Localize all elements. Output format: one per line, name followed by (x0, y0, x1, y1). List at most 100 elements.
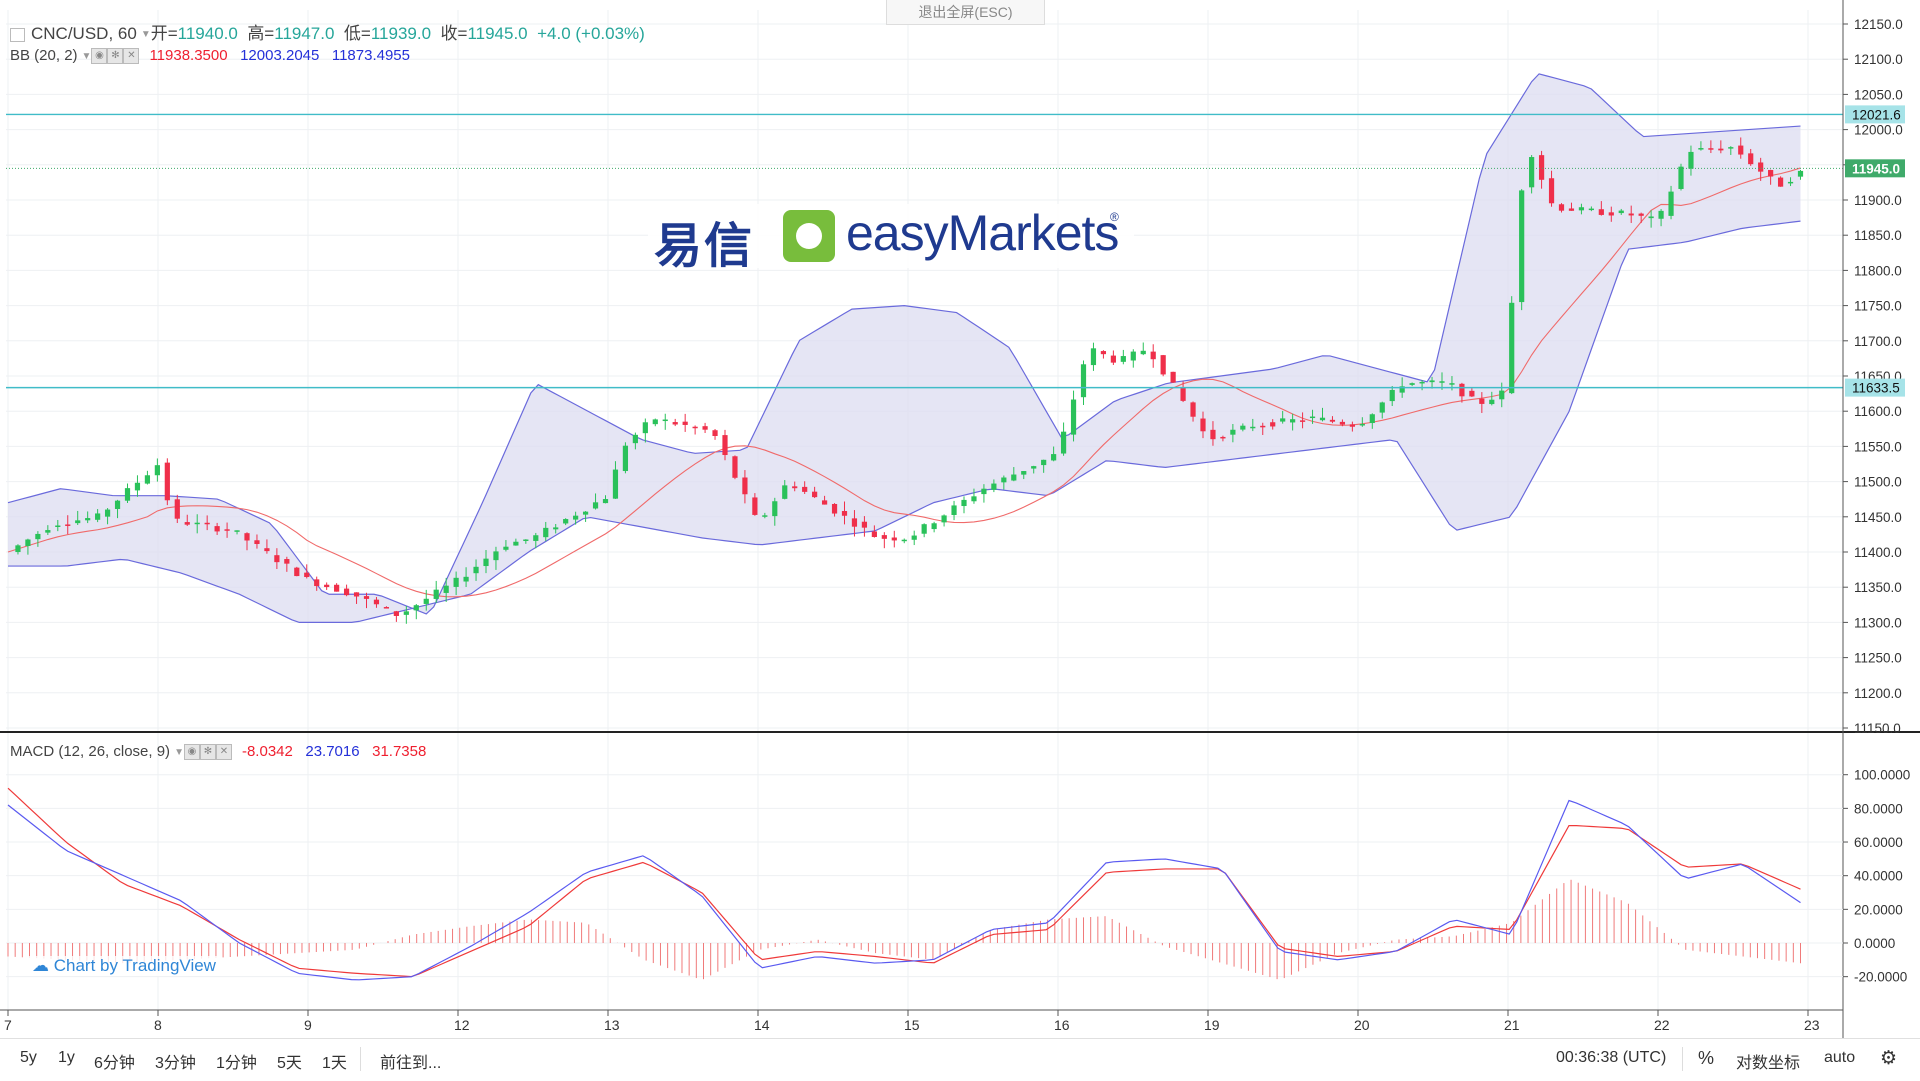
eye-icon[interactable]: ◉ (183, 744, 200, 761)
candle-body (1787, 181, 1794, 184)
auto-scale-toggle[interactable]: auto (1824, 1049, 1856, 1066)
candle-body (453, 577, 459, 587)
bb-label[interactable]: BB (20, 2) (10, 47, 78, 64)
candle-body (65, 524, 71, 526)
log-scale-toggle[interactable]: 对数坐标 (1736, 1055, 1801, 1072)
gear-icon[interactable]: ⚙ (1880, 1048, 1898, 1069)
price-tick-label: 11350.0 (1854, 580, 1902, 595)
bottom-toolbar: 5y 1y 6分钟 3分钟 1分钟 5天 1天 前往到... 00:36:38 … (0, 1038, 1920, 1081)
candle-body (1678, 166, 1684, 189)
candle-body (443, 585, 449, 593)
close-value: 11945.0 (467, 24, 528, 43)
candle-body (363, 596, 370, 599)
candle-body (1509, 302, 1515, 394)
candle-body (1349, 424, 1355, 427)
candle-body (1339, 421, 1346, 425)
chevron-down-icon[interactable]: ▼ (140, 29, 151, 41)
collapse-icon[interactable] (10, 27, 25, 42)
candle-body (1658, 210, 1664, 219)
timeframe-5d[interactable]: 5天 (277, 1055, 302, 1072)
candle-body (1588, 208, 1594, 211)
bb-upper-value: 12003.2045 (240, 47, 320, 64)
candle-body (1080, 364, 1087, 398)
price-tick-label: 12000.0 (1854, 123, 1903, 138)
timeframe-3min[interactable]: 3分钟 (155, 1055, 196, 1072)
candle-body (991, 483, 997, 490)
candle-body (563, 519, 569, 524)
exit-fullscreen-button[interactable]: 退出全屏(ESC) (886, 0, 1045, 25)
price-tick-label: 11300.0 (1854, 615, 1902, 630)
symbol-name[interactable]: CNC/USD, 60 (31, 24, 137, 43)
time-tick-label: 20 (1354, 1017, 1370, 1033)
candle-body (1578, 207, 1585, 211)
candle-body (692, 426, 698, 429)
candle-body (234, 530, 240, 532)
high-value: 11947.0 (274, 24, 335, 43)
macd-legend: MACD (12, 26, close, 9) ▼ ◉ ✻ ✕ -8.0342 23.70… (10, 743, 427, 761)
close-icon[interactable]: ✕ (215, 744, 232, 761)
candle-body (1170, 371, 1176, 383)
candle-body (473, 566, 479, 574)
timeframe-1y[interactable]: 1y (58, 1049, 75, 1066)
candle-body (124, 488, 131, 501)
candle-body (732, 456, 738, 478)
candle-body (1718, 148, 1724, 151)
candle-body (433, 589, 439, 599)
price-tick-label: 11850.0 (1854, 228, 1902, 243)
gear-icon[interactable]: ✻ (107, 48, 124, 65)
tradingview-brand-link[interactable]: ☁ Chart by TradingView (28, 956, 220, 976)
open-value: 11940.0 (177, 24, 238, 43)
candle-body (284, 559, 290, 564)
easymarkets-logo: 易信 easyMarkets ® (648, 204, 1134, 273)
last-price-tag: 11945.0 (1852, 161, 1900, 176)
time-tick-label: 22 (1654, 1017, 1670, 1033)
candle-body (1409, 383, 1415, 385)
bb-basis-value: 11938.3500 (149, 47, 228, 64)
change-value: +4.0 (+0.03%) (537, 24, 645, 43)
macd-signal-value: 31.7358 (372, 743, 427, 760)
candle-body (533, 535, 539, 541)
candle-body (911, 535, 917, 540)
candle-body (35, 533, 41, 540)
bb-lower-value: 11873.4955 (331, 47, 410, 64)
candle-body (274, 555, 280, 563)
candle-body (403, 611, 409, 615)
price-tick-label: 11750.0 (1854, 299, 1902, 314)
tradingview-cloud-icon: ☁ (32, 956, 49, 975)
candle-body (1110, 355, 1116, 363)
timeframe-6min[interactable]: 6分钟 (94, 1055, 135, 1072)
candle-body (353, 592, 360, 597)
gear-icon[interactable]: ✻ (199, 744, 216, 761)
candle-body (782, 485, 788, 499)
bb-legend: BB (20, 2) ▼ ◉ ✻ ✕ 11938.3500 12003.2045 1187… (10, 47, 410, 65)
candle-body (144, 475, 151, 484)
candle-body (95, 513, 101, 520)
candle-body (1777, 177, 1784, 187)
price-tick-label: 11700.0 (1854, 334, 1902, 349)
price-tick-label: 12050.0 (1854, 87, 1903, 102)
candle-body (1150, 351, 1156, 360)
candle-body (802, 486, 808, 492)
goto-date-button[interactable]: 前往到... (380, 1055, 442, 1072)
candle-body (1200, 418, 1206, 432)
percent-scale-toggle[interactable]: % (1698, 1048, 1715, 1068)
close-icon[interactable]: ✕ (123, 48, 140, 65)
timeframe-1d[interactable]: 1天 (322, 1055, 347, 1072)
eye-icon[interactable]: ◉ (91, 48, 108, 65)
price-tick-label: 11250.0 (1854, 651, 1902, 666)
chevron-down-icon[interactable]: ▼ (81, 50, 92, 62)
candle-body (1021, 471, 1027, 475)
time-tick-label: 8 (154, 1017, 162, 1033)
candle-body (493, 551, 499, 561)
candle-body (1060, 431, 1067, 454)
price-level-tag: 11633.5 (1852, 381, 1900, 396)
candle-body (1628, 213, 1634, 216)
candle-body (652, 419, 658, 425)
candle-body (712, 430, 718, 436)
timeframe-5y[interactable]: 5y (20, 1049, 37, 1066)
candle-body (632, 434, 638, 444)
macd-label[interactable]: MACD (12, 26, close, 9) (10, 743, 171, 760)
chevron-down-icon[interactable]: ▼ (174, 746, 184, 758)
timeframe-1min[interactable]: 1分钟 (216, 1055, 257, 1072)
